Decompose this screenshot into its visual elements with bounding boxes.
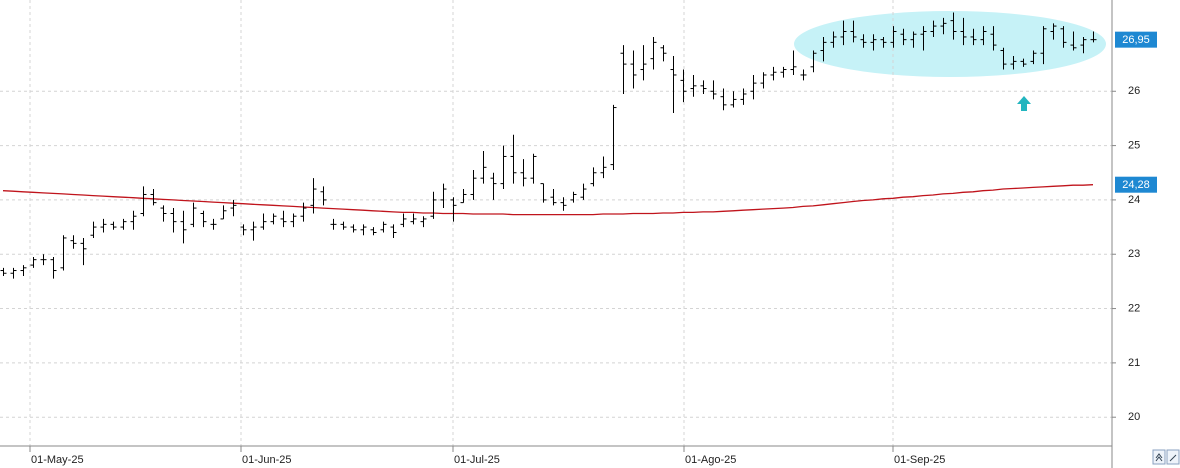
- x-tick-label: 01-Sep-25: [894, 454, 945, 466]
- ma-last-label: 24,28: [1122, 179, 1150, 191]
- x-tick-label: 01-Jun-25: [242, 454, 292, 466]
- marks: [0, 12, 1097, 279]
- y-tick-label: 22: [1128, 302, 1140, 314]
- moving-average-line: [2, 184, 1094, 216]
- scroll-button[interactable]: [1166, 449, 1180, 465]
- last-price-box: [1115, 31, 1157, 48]
- x-tick-label: 01-Ago-25: [685, 454, 736, 466]
- y-tick-label: 23: [1128, 248, 1140, 260]
- last-price-label: 26,95: [1122, 34, 1150, 46]
- labels: 20 21 22 23 24 25 26 01-May-25 01-Jun-25 01-Jul-2…: [31, 31, 1157, 466]
- y-tick-label: 20: [1128, 411, 1140, 423]
- up-arrow: [1017, 96, 1031, 111]
- x-tick-label: 01-May-25: [31, 454, 84, 466]
- y-tick-label: 25: [1128, 139, 1140, 151]
- x-tick-label: 01-Jul-25: [454, 454, 500, 466]
- y-tick-label: 24: [1128, 194, 1140, 206]
- highlight-ellipse: [794, 11, 1106, 77]
- ma-last-box: [1115, 176, 1157, 193]
- y-tick-label: 21: [1128, 357, 1140, 369]
- zoom-icon: [1155, 453, 1163, 462]
- scroll-icon: [1169, 454, 1177, 462]
- y-tick-label: 26: [1128, 85, 1140, 97]
